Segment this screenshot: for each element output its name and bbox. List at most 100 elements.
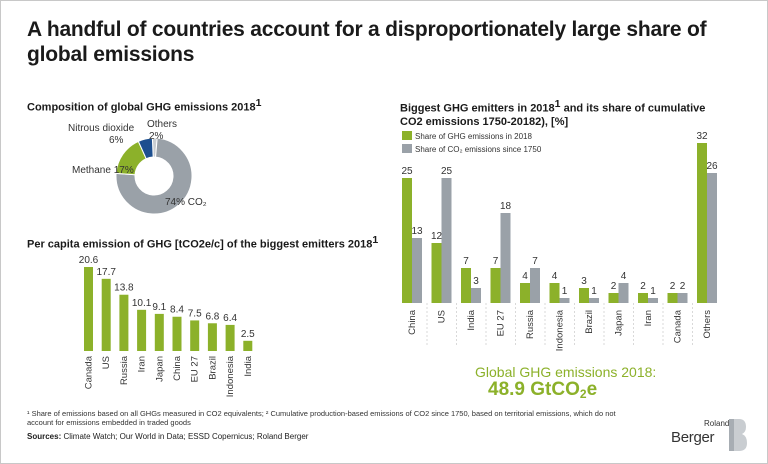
global-emissions-suffix: e (586, 379, 598, 400)
per-capita-bar-1 (84, 267, 93, 351)
emitters-value-co2-4: 18 (500, 201, 512, 212)
emitters-value-ghg-6: 4 (552, 271, 558, 282)
emitters-category-8: Japan (614, 310, 625, 336)
per-capita-bar-4 (137, 309, 147, 351)
slide-title: A handful of countries account for a dis… (27, 18, 707, 66)
per-capita-value-10: 2.5 (241, 329, 255, 340)
per-capita-bar-8 (207, 323, 217, 351)
logo-mark-icon (729, 419, 747, 451)
emitters-category-2: US (437, 310, 448, 323)
emitters-category-5: Russia (525, 309, 536, 339)
emitters-bar-ghg-4 (490, 268, 501, 303)
emitters-value-co2-9: 1 (650, 286, 656, 297)
emitters-value-ghg-2: 12 (431, 231, 443, 242)
emitters-value-co2-6: 1 (562, 286, 568, 297)
per-capita-category-7: EU 27 (190, 356, 201, 382)
emitters-bar-co2-5 (530, 268, 540, 303)
roland-berger-logo (671, 417, 747, 453)
emitters-value-co2-11: 26 (706, 161, 718, 172)
global-emissions-sub: 2 (579, 387, 587, 401)
sources-label: Sources: (27, 432, 62, 441)
emitters-bar-co2-8 (618, 283, 629, 303)
per-capita-chart-title: Per capita emission of GHG [tCO2e/c] of … (27, 234, 378, 252)
donut-label-others: 2% (149, 131, 164, 142)
per-capita-value-4: 10.1 (132, 298, 152, 309)
per-capita-value-3: 13.8 (114, 283, 134, 294)
emitters-bar-ghg-5 (520, 283, 530, 303)
per-capita-category-1: Canada (84, 355, 95, 389)
emitters-bar-co2-7 (589, 298, 599, 303)
emitters-value-ghg-9: 2 (640, 281, 646, 292)
emitters-value-ghg-11: 32 (696, 131, 708, 142)
legend-label-1: Share of GHG emissions in 2018 (415, 132, 532, 141)
per-capita-bar-5 (154, 313, 164, 351)
sources: Sources: Climate Watch; Our World in Dat… (27, 432, 308, 441)
emitters-bar-co2-4 (500, 213, 511, 303)
global-emissions-value: 48.9 GtCO2e (488, 379, 597, 401)
per-capita-title-text: Per capita emission of GHG [tCO2e/c] of … (27, 238, 373, 251)
emitters-value-co2-3: 3 (473, 276, 479, 287)
per-capita-bar-3 (119, 294, 129, 351)
emitters-value-ghg-5: 4 (522, 271, 528, 282)
per-capita-category-5: Japan (154, 356, 165, 382)
per-capita-category-8: Brazil (207, 356, 218, 380)
per-capita-value-6: 8.4 (170, 305, 184, 316)
donut-label-nitrous: 6% (109, 135, 124, 146)
emitters-bar-co2-6 (559, 298, 570, 303)
emitters-category-10: Canada (673, 309, 684, 343)
emitters-category-3: India (466, 309, 477, 330)
emitters-category-6: Indonesia (555, 309, 566, 351)
emitters-value-ghg-7: 3 (581, 276, 587, 287)
per-capita-category-10: India (243, 355, 254, 376)
emitters-value-co2-1: 13 (411, 226, 423, 237)
per-capita-bar-7 (190, 320, 200, 351)
emitters-title-sup: 1 (554, 98, 561, 110)
per-capita-bar-9 (225, 324, 235, 351)
emitters-category-4: EU 27 (496, 310, 507, 336)
emitters-bar-ghg-1 (402, 178, 412, 303)
emitters-value-co2-10: 2 (680, 281, 686, 292)
pie-title-text: Composition of global GHG emissions 2018 (27, 101, 256, 114)
emitters-title-rest: and its share of cumulative (560, 102, 706, 115)
per-capita-bar-2 (101, 278, 111, 351)
pie-title-sup: 1 (255, 97, 262, 109)
donut-label-co2: 74% CO₂ (165, 197, 207, 208)
emitters-bar-co2-1 (412, 238, 422, 303)
per-capita-title-sup: 1 (372, 234, 379, 246)
donut-name-nitrous: Nitrous dioxide (68, 123, 135, 134)
per-capita-category-3: Russia (119, 355, 130, 385)
emitters-bar-ghg-3 (461, 268, 471, 303)
emitters-value-ghg-8: 2 (611, 281, 617, 292)
emitters-value-ghg-10: 2 (670, 281, 676, 292)
emitters-bar-co2-9 (648, 298, 658, 303)
emitters-value-co2-7: 1 (591, 286, 597, 297)
per-capita-value-2: 17.7 (96, 267, 116, 278)
emitters-category-9: Iran (643, 310, 654, 326)
legend-swatch-2 (402, 144, 412, 153)
donut-name-others: Others (147, 119, 177, 130)
emitters-value-ghg-1: 25 (401, 166, 413, 177)
emitters-title-text: Biggest GHG emitters in 2018 (400, 102, 555, 115)
per-capita-category-4: Iran (137, 356, 148, 372)
per-capita-bar-10 (243, 340, 253, 351)
donut-label-methane: Methane 17% (72, 165, 134, 176)
sources-text: Climate Watch; Our World in Data; ESSD C… (61, 432, 309, 441)
emitters-chart-title: Biggest GHG emitters in 20181 and its sh… (400, 98, 740, 129)
donut-slice-nitrous-dioxide (137, 137, 154, 160)
emitters-category-7: Brazil (584, 310, 595, 334)
emitters-bar-ghg-7 (579, 288, 589, 303)
pie-chart-title: Composition of global GHG emissions 2018… (27, 97, 261, 115)
emitters-value-ghg-3: 7 (463, 256, 469, 267)
per-capita-value-5: 9.1 (152, 302, 166, 313)
per-capita-value-9: 6.4 (223, 313, 237, 324)
emitters-bar-ghg-9 (638, 293, 648, 303)
per-capita-bar-6 (172, 316, 182, 351)
donut-slice-co- (115, 137, 193, 215)
global-emissions-label: Global GHG emissions 2018: (475, 364, 657, 380)
emitters-value-co2-2: 25 (441, 166, 453, 177)
logo-big-text: Berger (671, 429, 715, 446)
emitters-category-1: China (407, 309, 418, 335)
per-capita-category-2: US (101, 356, 112, 369)
